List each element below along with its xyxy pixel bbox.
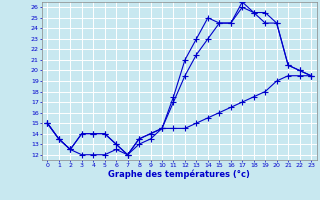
X-axis label: Graphe des températures (°c): Graphe des températures (°c) (108, 169, 250, 179)
